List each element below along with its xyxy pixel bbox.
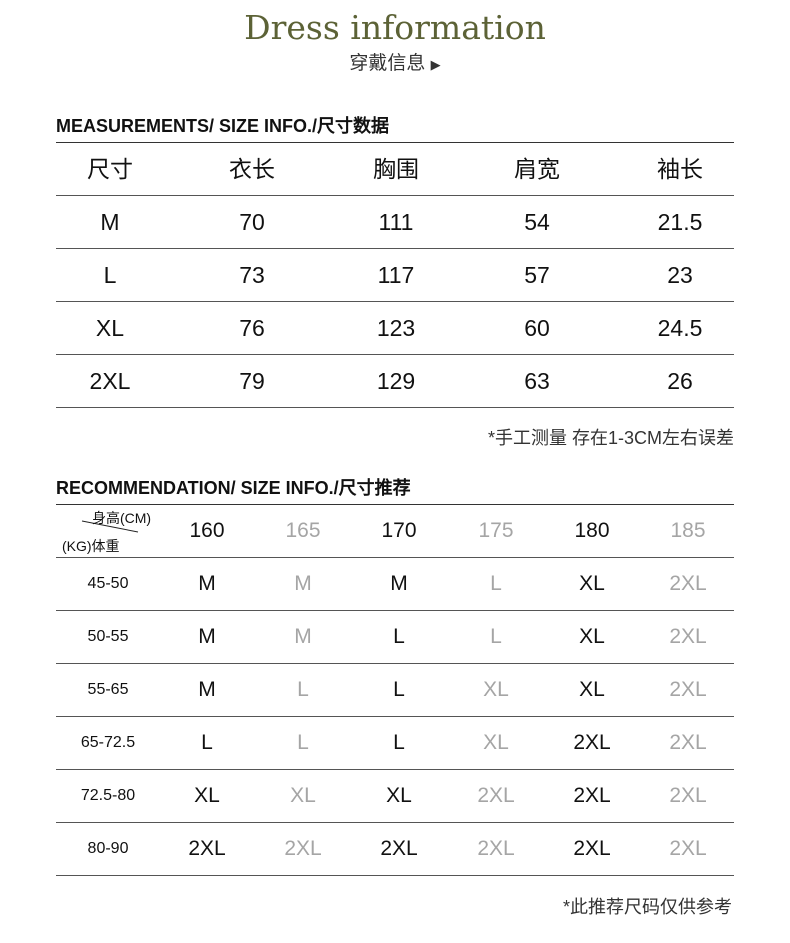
- table-cell: L: [103, 262, 117, 288]
- size-cell: M: [294, 572, 312, 595]
- table-cell: 79: [239, 368, 265, 394]
- table-cell: XL: [95, 315, 125, 341]
- table-row: 55-65 M L L XL XL 2XL: [56, 664, 734, 717]
- weight-range: 65-72.5: [80, 734, 136, 751]
- height-header: 170: [381, 519, 417, 542]
- size-cell: 2XL: [669, 731, 707, 754]
- size-cell: M: [198, 678, 216, 701]
- page-subtitle: 穿戴信息 ▶: [0, 48, 790, 75]
- table-row: M 70 111 54 21.5: [56, 196, 734, 249]
- table-cell: 123: [376, 315, 416, 341]
- column-header: 肩宽: [514, 156, 560, 182]
- table-cell: 117: [377, 262, 415, 288]
- weight-range: 72.5-80: [80, 787, 136, 804]
- size-cell: 2XL: [188, 837, 226, 860]
- size-cell: XL: [483, 678, 509, 701]
- table-cell: 73: [239, 262, 265, 288]
- size-cell: 2XL: [284, 837, 322, 860]
- recommendation-table: 身高(CM) (KG)体重 160 165 170 175 180 185 45-50 M M M L X…: [56, 504, 734, 876]
- table-cell: 60: [524, 315, 550, 341]
- size-cell: M: [390, 572, 408, 595]
- table-row: 72.5-80 XL XL XL 2XL 2XL 2XL: [56, 770, 734, 823]
- size-cell: XL: [579, 572, 605, 595]
- table-header-row: 尺寸 衣长 胸围 肩宽 袖长: [56, 142, 734, 196]
- table-cell: 26: [667, 368, 693, 394]
- table-cell: 76: [239, 315, 265, 341]
- size-cell: M: [198, 625, 216, 648]
- height-header: 165: [285, 519, 321, 542]
- size-cell: 2XL: [669, 784, 707, 807]
- table-cell: 54: [524, 209, 550, 235]
- size-cell: L: [490, 625, 502, 648]
- table-cell: M: [100, 209, 120, 235]
- table-row: 50-55 M M L L XL 2XL: [56, 611, 734, 664]
- measurements-table: 尺寸 衣长 胸围 肩宽 袖长 M 70 111 54 21.5 L 73 117 57 23 XL 76 123 6…: [56, 142, 734, 408]
- table-row: 80-90 2XL 2XL 2XL 2XL 2XL 2XL: [56, 823, 734, 876]
- size-cell: 2XL: [477, 784, 515, 807]
- table-header-row: 身高(CM) (KG)体重 160 165 170 175 180 185: [56, 504, 734, 558]
- table-row: 45-50 M M M L XL 2XL: [56, 558, 734, 611]
- table-cell: 23: [667, 262, 693, 288]
- table-cell: 24.5: [657, 315, 703, 341]
- measurements-section-title: MEASUREMENTS/ SIZE INFO./尺寸数据: [56, 116, 390, 136]
- subtitle-text: 穿戴信息: [349, 53, 426, 74]
- size-cell: 2XL: [573, 731, 611, 754]
- size-cell: L: [393, 625, 405, 648]
- size-cell: XL: [579, 625, 605, 648]
- measurements-note: *手工测量 存在1-3CM左右误差: [487, 428, 734, 448]
- table-row: 2XL 79 129 63 26: [56, 355, 734, 408]
- size-cell: 2XL: [669, 572, 707, 595]
- corner-header-cell: 身高(CM) (KG)体重: [56, 505, 166, 557]
- size-cell: 2XL: [669, 837, 707, 860]
- size-cell: L: [201, 731, 213, 754]
- size-cell: L: [297, 731, 309, 754]
- size-cell: XL: [483, 731, 509, 754]
- size-cell: XL: [579, 678, 605, 701]
- column-header: 衣长: [229, 156, 275, 182]
- table-cell: 129: [376, 368, 416, 394]
- size-cell: XL: [194, 784, 220, 807]
- table-cell: 63: [524, 368, 550, 394]
- height-header: 185: [670, 519, 706, 542]
- column-header: 尺寸: [87, 156, 133, 182]
- size-cell: L: [490, 572, 502, 595]
- table-cell: 70: [239, 209, 265, 235]
- size-cell: L: [393, 678, 405, 701]
- weight-range: 55-65: [87, 681, 129, 698]
- size-cell: M: [198, 572, 216, 595]
- table-row: XL 76 123 60 24.5: [56, 302, 734, 355]
- weight-axis-label: (KG)体重: [62, 538, 120, 554]
- size-cell: 2XL: [573, 784, 611, 807]
- height-header: 160: [189, 519, 225, 542]
- table-cell: 2XL: [89, 368, 131, 394]
- size-cell: XL: [386, 784, 412, 807]
- weight-range: 50-55: [87, 628, 129, 645]
- table-cell: 57: [524, 262, 550, 288]
- size-cell: L: [393, 731, 405, 754]
- weight-range: 80-90: [87, 840, 129, 857]
- size-cell: 2XL: [380, 837, 418, 860]
- page-title: Dress information: [244, 8, 546, 47]
- size-cell: 2XL: [669, 625, 707, 648]
- recommendation-section-title: RECOMMENDATION/ SIZE INFO./尺寸推荐: [56, 478, 411, 498]
- height-axis-label: 身高(CM): [92, 510, 152, 526]
- table-row: 65-72.5 L L L XL 2XL 2XL: [56, 717, 734, 770]
- recommendation-note: *此推荐尺码仅供参考: [562, 897, 732, 917]
- height-header: 180: [574, 519, 610, 542]
- size-cell: M: [294, 625, 312, 648]
- table-row: L 73 117 57 23: [56, 249, 734, 302]
- column-header: 袖长: [657, 156, 703, 182]
- weight-range: 45-50: [87, 575, 129, 592]
- triangle-right-icon: ▶: [430, 57, 441, 72]
- table-cell: 21.5: [657, 209, 703, 235]
- table-cell: 111: [378, 209, 414, 235]
- height-header: 175: [478, 519, 514, 542]
- size-cell: L: [297, 678, 309, 701]
- size-cell: XL: [290, 784, 316, 807]
- size-cell: 2XL: [669, 678, 707, 701]
- size-cell: 2XL: [573, 837, 611, 860]
- column-header: 胸围: [373, 156, 419, 182]
- size-cell: 2XL: [477, 837, 515, 860]
